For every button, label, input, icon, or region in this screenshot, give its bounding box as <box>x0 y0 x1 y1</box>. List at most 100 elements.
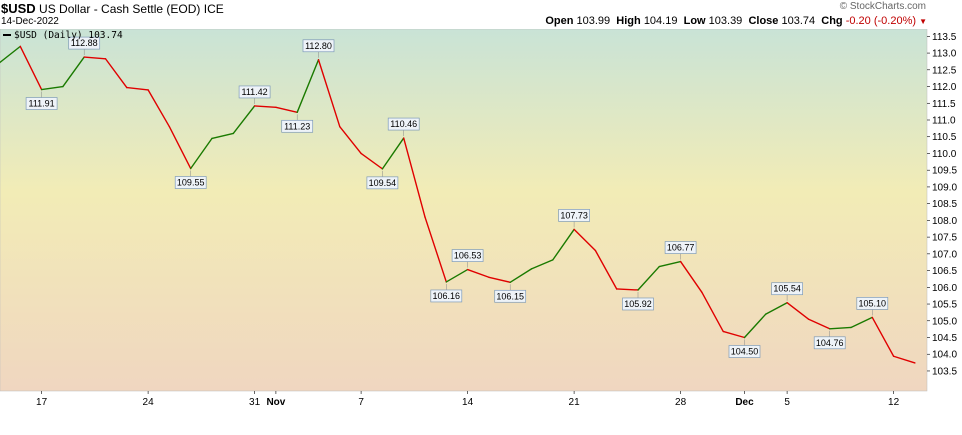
y-tick-label: 109.0 <box>932 182 957 193</box>
series-segment <box>701 291 724 333</box>
open-label: Open <box>545 15 574 27</box>
x-tick-label: 14 <box>462 397 474 408</box>
data-label: 111.23 <box>281 114 314 133</box>
data-label: 105.92 <box>622 291 654 311</box>
y-tick-label: 107.5 <box>932 233 957 244</box>
y-tick-label: 111.5 <box>932 99 956 110</box>
data-label-text: 109.54 <box>369 178 397 188</box>
data-label-box <box>451 249 484 262</box>
data-label-text: 105.10 <box>859 298 887 308</box>
low-label: Low <box>683 15 706 27</box>
data-label-box <box>366 176 399 190</box>
chart-title: $USD US Dollar - Cash Settle (EOD) ICE <box>1 1 224 16</box>
data-label-box <box>771 282 803 296</box>
y-tick-label: 108.5 <box>932 199 957 210</box>
y-tick-label: 111.0 <box>932 116 956 127</box>
data-label: 112.88 <box>68 36 101 56</box>
y-tick-label: 104.0 <box>932 350 957 361</box>
chg-label: Chg <box>821 15 843 27</box>
y-tick-label: 104.5 <box>932 333 957 344</box>
data-label-text: 105.54 <box>773 284 801 294</box>
data-label-box <box>558 209 590 222</box>
data-label-text: 110.46 <box>390 119 417 129</box>
data-label-text: 112.88 <box>71 38 98 48</box>
copyright-stamp: © StockCharts.com <box>839 1 926 12</box>
data-label: 109.54 <box>366 170 399 190</box>
series-segment <box>296 59 320 114</box>
data-label-text: 111.23 <box>284 121 310 131</box>
series-segment <box>104 58 128 89</box>
series-segment <box>62 56 85 88</box>
series-segment <box>616 288 639 291</box>
series-segment <box>509 268 533 283</box>
data-label-text: 111.42 <box>241 87 267 97</box>
series-segment <box>871 316 895 357</box>
x-axis: 17 24 31 Nov 7 14 21 28 Dec 5 12 <box>36 391 900 408</box>
data-label: 110.46 <box>387 117 420 137</box>
series-segment <box>807 318 831 330</box>
x-tick-label: 28 <box>675 397 687 408</box>
series-segment <box>445 268 469 283</box>
data-label-box <box>25 97 58 110</box>
data-label: 104.50 <box>728 339 761 358</box>
series-segment <box>765 302 788 315</box>
x-tick-label: 12 <box>888 397 900 408</box>
data-label-text: 106.77 <box>667 243 695 253</box>
plot-area <box>0 29 928 392</box>
high-value: 104.19 <box>643 15 678 27</box>
series-segment <box>275 106 298 114</box>
series-segment <box>19 45 43 91</box>
open-value: 103.99 <box>576 15 611 27</box>
series-segment <box>679 260 703 294</box>
chart-date: 14-Dec-2022 <box>1 16 59 27</box>
y-axis: 103.5 104.0 104.5 105.0 105.5 106.0 106.5 107.0… <box>927 32 957 377</box>
data-label-box <box>813 336 846 350</box>
data-label-box <box>281 119 314 133</box>
data-label-box <box>664 241 697 254</box>
y-tick-label: 106.5 <box>932 266 957 277</box>
low-value: 103.39 <box>708 15 743 27</box>
data-label-text: 112.80 <box>305 41 332 51</box>
price-series <box>0 45 916 364</box>
y-tick-label: 108.0 <box>932 216 957 227</box>
exchange: ICE <box>203 2 224 16</box>
chg-value: -0.20 (-0.20%) <box>845 15 917 27</box>
series-segment <box>722 330 746 339</box>
data-label-box <box>856 297 889 310</box>
series-segment <box>381 137 405 170</box>
series-segment <box>126 86 149 91</box>
data-label: 112.80 <box>302 39 335 58</box>
y-tick-label: 110.0 <box>932 149 957 160</box>
data-label-text: 104.76 <box>816 338 844 348</box>
down-triangle-icon: ▼ <box>919 17 927 26</box>
ohlc-readout: Open 103.99 High 104.19 Low 103.39 Close… <box>545 15 927 27</box>
y-tick-label: 105.5 <box>932 300 957 311</box>
series-segment <box>892 355 916 364</box>
series-segment <box>850 316 873 329</box>
series-segment <box>211 132 235 140</box>
series-segment <box>424 216 447 283</box>
instrument-name: US Dollar - Cash Settle (EOD) <box>39 2 201 16</box>
x-tick-label: 31 <box>249 397 261 408</box>
x-tick-label: Nov <box>266 397 285 408</box>
series-segment <box>552 228 575 261</box>
data-label-box <box>238 85 271 99</box>
data-label: 106.53 <box>451 249 484 268</box>
series-segment <box>253 105 277 108</box>
series-segment <box>573 228 597 252</box>
series-segment <box>83 56 107 60</box>
series-segment <box>189 137 213 170</box>
data-label-box <box>622 297 654 311</box>
y-tick-label: 103.5 <box>932 366 957 377</box>
x-tick-label: 24 <box>143 397 155 408</box>
series-segment <box>403 137 426 218</box>
series-segment <box>360 152 384 170</box>
y-tick-label: 112.5 <box>932 65 957 76</box>
series-segment <box>594 249 618 290</box>
series-segment <box>0 45 21 64</box>
data-label-box <box>728 345 761 358</box>
data-label: 106.77 <box>664 241 697 260</box>
data-label-box <box>494 289 527 303</box>
series-segment <box>466 268 490 278</box>
data-label: 104.76 <box>813 330 846 350</box>
